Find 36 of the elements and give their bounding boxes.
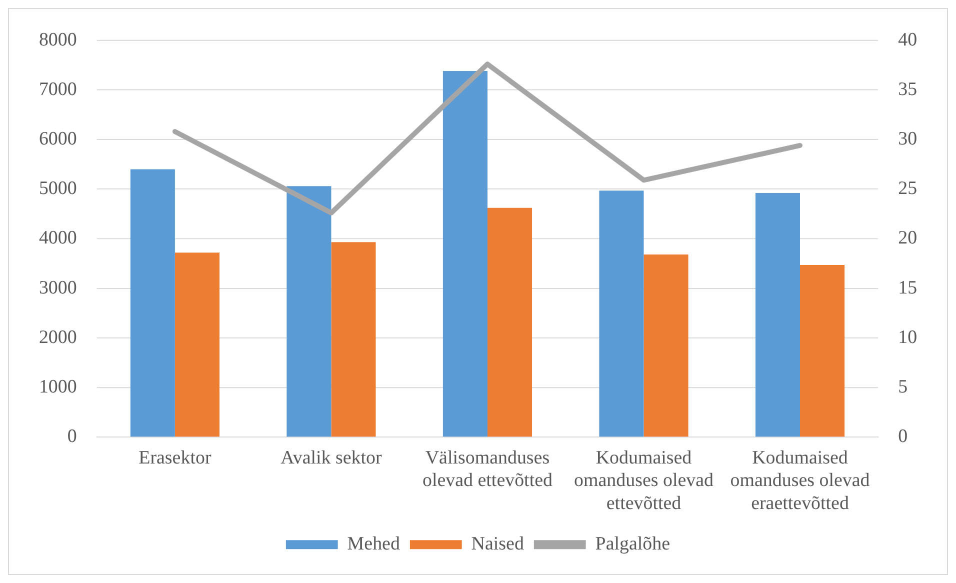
- y-tick-label: 0: [67, 426, 77, 448]
- y-tick-label: 3000: [38, 277, 77, 298]
- y-tick-label: 4000: [38, 228, 77, 249]
- y-tick-label: 8000: [38, 29, 77, 50]
- x-tick-label: Kodumaised omanduses olevad eraettevõtted: [730, 447, 870, 514]
- y-tick-label: 5000: [38, 178, 77, 200]
- bar: [331, 242, 376, 437]
- x-tick-label: Kodumaised omanduses olevad ettevõtted: [574, 447, 714, 514]
- y2-tick-label: 10: [898, 326, 918, 348]
- legend-label: Naised: [471, 534, 524, 555]
- x-tick-label: Välisomanduses olevad ettevõtted: [422, 447, 553, 492]
- bar: [286, 186, 332, 437]
- y-tick-label: 2000: [38, 326, 77, 348]
- y2-tick-label: 20: [898, 228, 918, 249]
- bar: [755, 193, 800, 437]
- bar: [599, 190, 644, 437]
- bar: [130, 169, 175, 437]
- y-tick-label: 6000: [38, 128, 77, 150]
- y2-tick-label: 5: [898, 376, 908, 398]
- y2-tick-label: 0: [898, 426, 908, 448]
- y2-tick-label: 35: [898, 78, 918, 100]
- bar: [644, 254, 688, 437]
- bar: [487, 208, 532, 437]
- y2-tick-label: 30: [898, 128, 918, 150]
- bar: [442, 71, 488, 437]
- x-tick-label: Erasektor: [138, 447, 212, 468]
- y-tick-label: 1000: [38, 376, 77, 398]
- bar: [174, 252, 220, 437]
- y-tick-label: 7000: [38, 78, 77, 100]
- legend-label: Palgalõhe: [595, 534, 670, 555]
- y2-tick-label: 25: [898, 178, 918, 200]
- bar: [800, 264, 845, 437]
- x-tick-label: Avalik sektor: [280, 447, 383, 468]
- y2-tick-label: 15: [898, 277, 918, 298]
- legend-label: Mehed: [347, 534, 400, 555]
- y2-tick-label: 40: [898, 29, 918, 50]
